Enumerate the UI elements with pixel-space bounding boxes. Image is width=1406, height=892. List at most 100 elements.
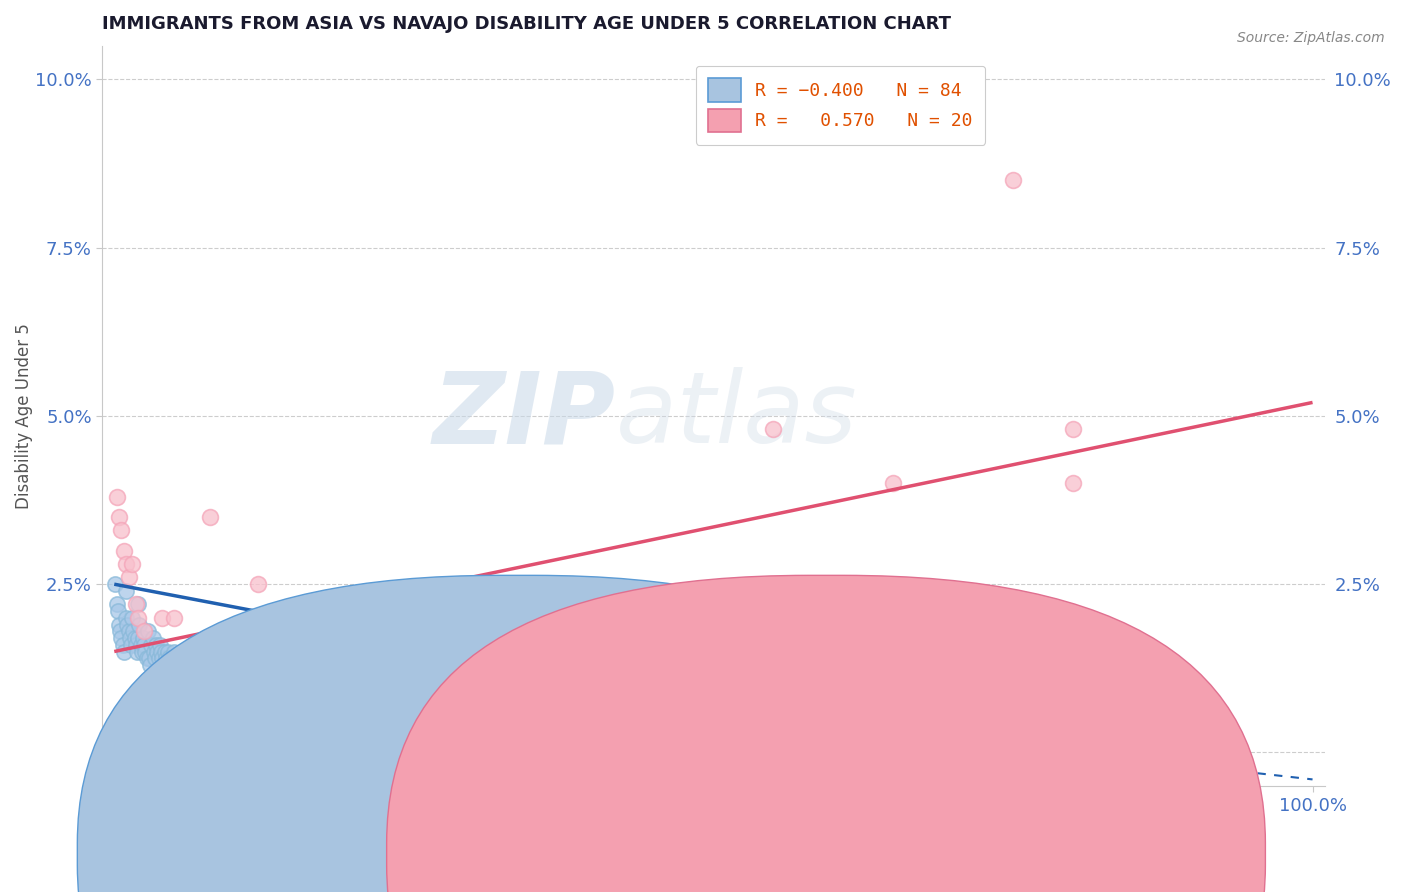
Point: [105, 490, 128, 504]
Point: [150, 651, 173, 665]
Point: [127, 598, 149, 612]
Text: Source: ZipAtlas.com: Source: ZipAtlas.com: [1237, 31, 1385, 45]
Point: [183, 665, 205, 679]
Point: [187, 657, 209, 672]
Point: [139, 657, 162, 672]
Point: [191, 657, 214, 672]
Point: [110, 524, 132, 538]
Point: [132, 631, 155, 645]
Point: [159, 657, 181, 672]
Point: [163, 611, 186, 625]
Point: [211, 672, 233, 686]
Point: [174, 657, 197, 672]
Point: [112, 644, 135, 658]
Point: [134, 644, 156, 658]
Point: [146, 644, 169, 658]
Text: atlas: atlas: [616, 368, 858, 465]
Point: [149, 638, 172, 652]
Point: [169, 651, 191, 665]
Point: [136, 624, 159, 639]
Point: [402, 691, 425, 706]
Point: [115, 557, 138, 571]
Point: [117, 570, 139, 584]
Point: [125, 644, 148, 658]
Point: [127, 611, 149, 625]
Point: [156, 657, 179, 672]
Legend: R = −0.400   N = 84, R =   0.570   N = 20: R = −0.400 N = 84, R = 0.570 N = 20: [696, 66, 986, 145]
Point: [125, 638, 148, 652]
Text: IMMIGRANTS FROM ASIA VS NAVAJO DISABILITY AGE UNDER 5 CORRELATION CHART: IMMIGRANTS FROM ASIA VS NAVAJO DISABILIT…: [103, 15, 952, 33]
Point: [117, 624, 139, 639]
Point: [153, 644, 176, 658]
Point: [142, 644, 165, 658]
Point: [128, 617, 150, 632]
Point: [177, 651, 200, 665]
Point: [138, 651, 160, 665]
Point: [157, 644, 180, 658]
Point: [150, 644, 173, 658]
Point: [181, 657, 204, 672]
Point: [762, 422, 785, 436]
Point: [142, 631, 165, 645]
Point: [163, 644, 186, 658]
Point: [115, 611, 138, 625]
Point: [110, 631, 132, 645]
Point: [283, 685, 305, 699]
Point: [193, 651, 215, 665]
Point: [107, 604, 129, 618]
Point: [167, 657, 190, 672]
Point: [135, 651, 157, 665]
Point: [127, 631, 149, 645]
Point: [122, 624, 145, 639]
Point: [222, 672, 245, 686]
Text: Immigrants from Asia: Immigrants from Asia: [541, 846, 721, 863]
Point: [160, 651, 183, 665]
Point: [198, 509, 221, 524]
Point: [582, 624, 605, 639]
Point: [882, 476, 904, 491]
Point: [145, 638, 167, 652]
Point: [198, 657, 221, 672]
Point: [702, 698, 724, 713]
Point: [1062, 476, 1084, 491]
Point: [463, 698, 485, 713]
Point: [134, 624, 156, 639]
Point: [120, 638, 142, 652]
Point: [148, 651, 170, 665]
Point: [115, 583, 138, 598]
Point: [523, 698, 546, 713]
Point: [217, 678, 239, 692]
Text: ZIP: ZIP: [433, 368, 616, 465]
Point: [118, 631, 141, 645]
Y-axis label: Disability Age Under 5: Disability Age Under 5: [15, 323, 32, 508]
Point: [108, 617, 131, 632]
Point: [141, 638, 163, 652]
Point: [582, 691, 605, 706]
Point: [121, 557, 143, 571]
Text: Navajo: Navajo: [851, 846, 908, 863]
Point: [1001, 173, 1024, 187]
Point: [882, 705, 904, 719]
Point: [190, 665, 212, 679]
Point: [111, 638, 134, 652]
Point: [259, 678, 281, 692]
Point: [166, 651, 188, 665]
Point: [124, 631, 146, 645]
Point: [155, 651, 177, 665]
Point: [131, 644, 153, 658]
Point: [247, 577, 270, 591]
Point: [105, 598, 128, 612]
Point: [112, 543, 135, 558]
Point: [172, 657, 194, 672]
Point: [143, 651, 166, 665]
Point: [205, 665, 228, 679]
Point: [152, 657, 174, 672]
Point: [173, 644, 195, 658]
Point: [108, 509, 131, 524]
Point: [150, 611, 173, 625]
Point: [942, 712, 965, 726]
Point: [197, 665, 219, 679]
Point: [134, 638, 156, 652]
Point: [235, 678, 257, 692]
Point: [1062, 422, 1084, 436]
